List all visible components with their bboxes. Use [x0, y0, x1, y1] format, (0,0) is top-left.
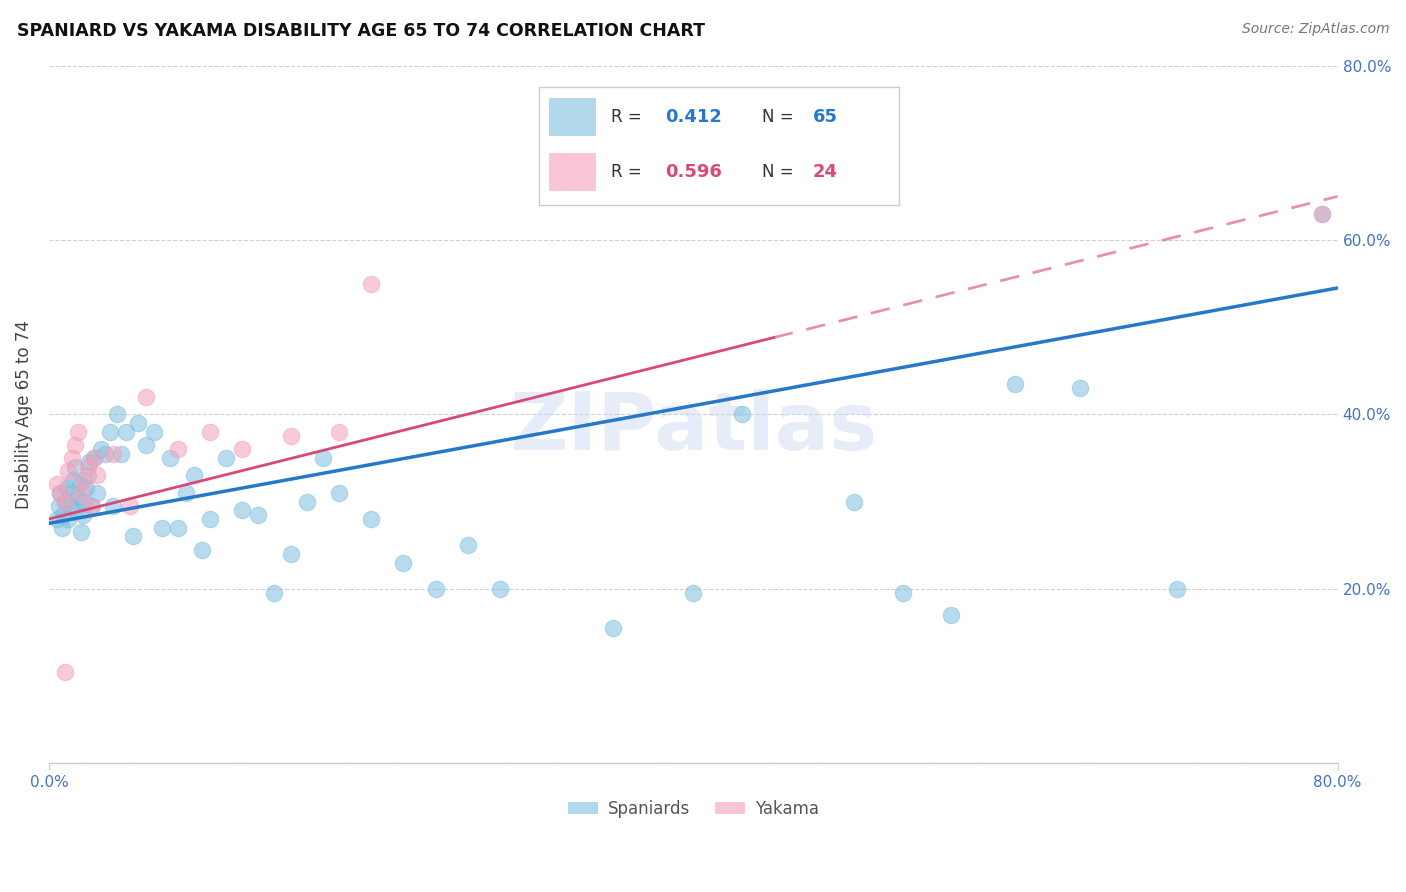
Point — [183, 468, 205, 483]
Point — [82, 499, 104, 513]
Point — [53, 494, 76, 508]
Point — [682, 586, 704, 600]
Point — [1069, 381, 1091, 395]
Y-axis label: Disability Age 65 to 74: Disability Age 65 to 74 — [15, 320, 32, 508]
Point — [1004, 376, 1026, 391]
Point — [73, 473, 96, 487]
Point — [86, 486, 108, 500]
Point — [198, 425, 221, 439]
Point — [94, 447, 117, 461]
Point — [105, 408, 128, 422]
Point — [425, 582, 447, 596]
Point — [83, 450, 105, 465]
Point — [263, 586, 285, 600]
Point — [135, 390, 157, 404]
Point — [66, 490, 89, 504]
Point — [59, 499, 82, 513]
Point — [295, 494, 318, 508]
Point — [844, 494, 866, 508]
Text: ZIPatlas: ZIPatlas — [509, 389, 877, 467]
Point — [46, 477, 69, 491]
Point — [891, 586, 914, 600]
Point — [62, 473, 84, 487]
Point — [392, 556, 415, 570]
Point — [65, 503, 87, 517]
Point — [58, 464, 80, 478]
Point — [142, 425, 165, 439]
Point — [60, 450, 83, 465]
Point — [360, 277, 382, 291]
Point — [939, 607, 962, 622]
Point — [77, 455, 100, 469]
Point — [52, 508, 75, 522]
Point — [80, 499, 103, 513]
Point — [730, 408, 752, 422]
Point — [72, 508, 94, 522]
Point — [360, 512, 382, 526]
Point — [121, 529, 143, 543]
Point — [83, 450, 105, 465]
Point — [49, 486, 72, 500]
Point — [46, 512, 69, 526]
Point — [49, 486, 72, 500]
Point — [328, 486, 350, 500]
Point — [489, 582, 512, 596]
Point — [174, 486, 197, 500]
Point — [69, 477, 91, 491]
Point — [76, 468, 98, 483]
Point — [127, 416, 149, 430]
Point — [98, 425, 121, 439]
Point — [280, 547, 302, 561]
Point — [53, 494, 76, 508]
Point — [103, 499, 125, 513]
Point — [328, 425, 350, 439]
Point — [150, 521, 173, 535]
Point — [73, 494, 96, 508]
Point — [1166, 582, 1188, 596]
Point — [602, 621, 624, 635]
Point — [115, 425, 138, 439]
Point — [66, 425, 89, 439]
Point — [75, 482, 97, 496]
Point — [86, 468, 108, 483]
Point — [118, 499, 141, 513]
Point — [60, 486, 83, 500]
Point — [110, 447, 132, 461]
Point — [1310, 207, 1333, 221]
Point — [51, 521, 73, 535]
Point — [135, 438, 157, 452]
Point — [103, 447, 125, 461]
Point — [48, 499, 70, 513]
Text: Source: ZipAtlas.com: Source: ZipAtlas.com — [1241, 22, 1389, 37]
Point — [312, 450, 335, 465]
Point — [247, 508, 270, 522]
Point — [159, 450, 181, 465]
Point — [166, 521, 188, 535]
Point — [280, 429, 302, 443]
Point — [231, 503, 253, 517]
Text: SPANIARD VS YAKAMA DISABILITY AGE 65 TO 74 CORRELATION CHART: SPANIARD VS YAKAMA DISABILITY AGE 65 TO … — [17, 22, 704, 40]
Point — [231, 442, 253, 457]
Point — [89, 442, 111, 457]
Point — [70, 486, 93, 500]
Point — [215, 450, 238, 465]
Point — [76, 459, 98, 474]
Point — [55, 482, 77, 496]
Point — [63, 459, 86, 474]
Legend: Spaniards, Yakama: Spaniards, Yakama — [561, 793, 825, 824]
Point — [58, 512, 80, 526]
Point — [166, 442, 188, 457]
Point — [191, 542, 214, 557]
Point — [1310, 207, 1333, 221]
Point — [63, 438, 86, 452]
Point — [198, 512, 221, 526]
Point — [457, 538, 479, 552]
Point — [70, 524, 93, 539]
Point — [53, 665, 76, 679]
